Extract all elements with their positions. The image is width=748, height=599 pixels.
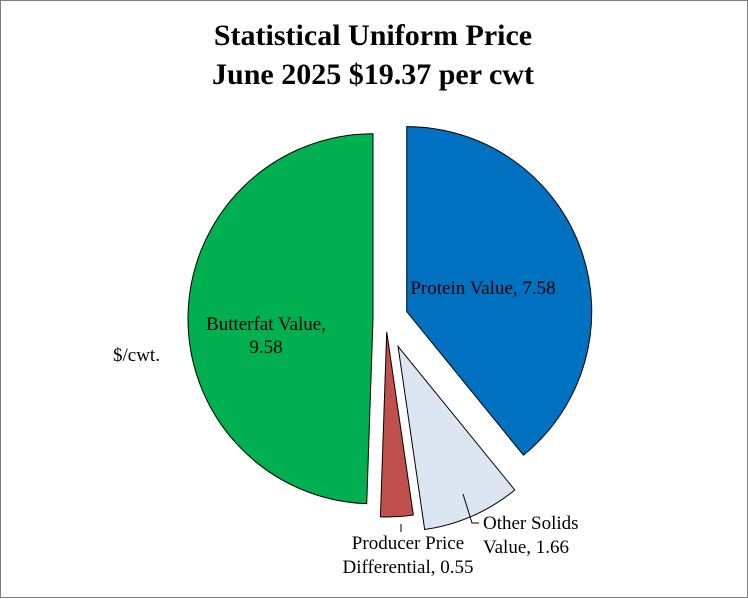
chart-subtitle: June 2025 $19.37 per cwt xyxy=(212,58,534,91)
chart-title: Statistical Uniform Price xyxy=(214,19,532,52)
slice-label-other-solids-value: Other Solids Value, 1.66 xyxy=(483,513,579,558)
slice-label-protein-value: Protein Value, 7.58 xyxy=(410,278,555,299)
unit-label: $/cwt. xyxy=(113,345,160,366)
slice-label-producer-price-differential: Producer Price Differential, 0.55 xyxy=(342,533,473,578)
